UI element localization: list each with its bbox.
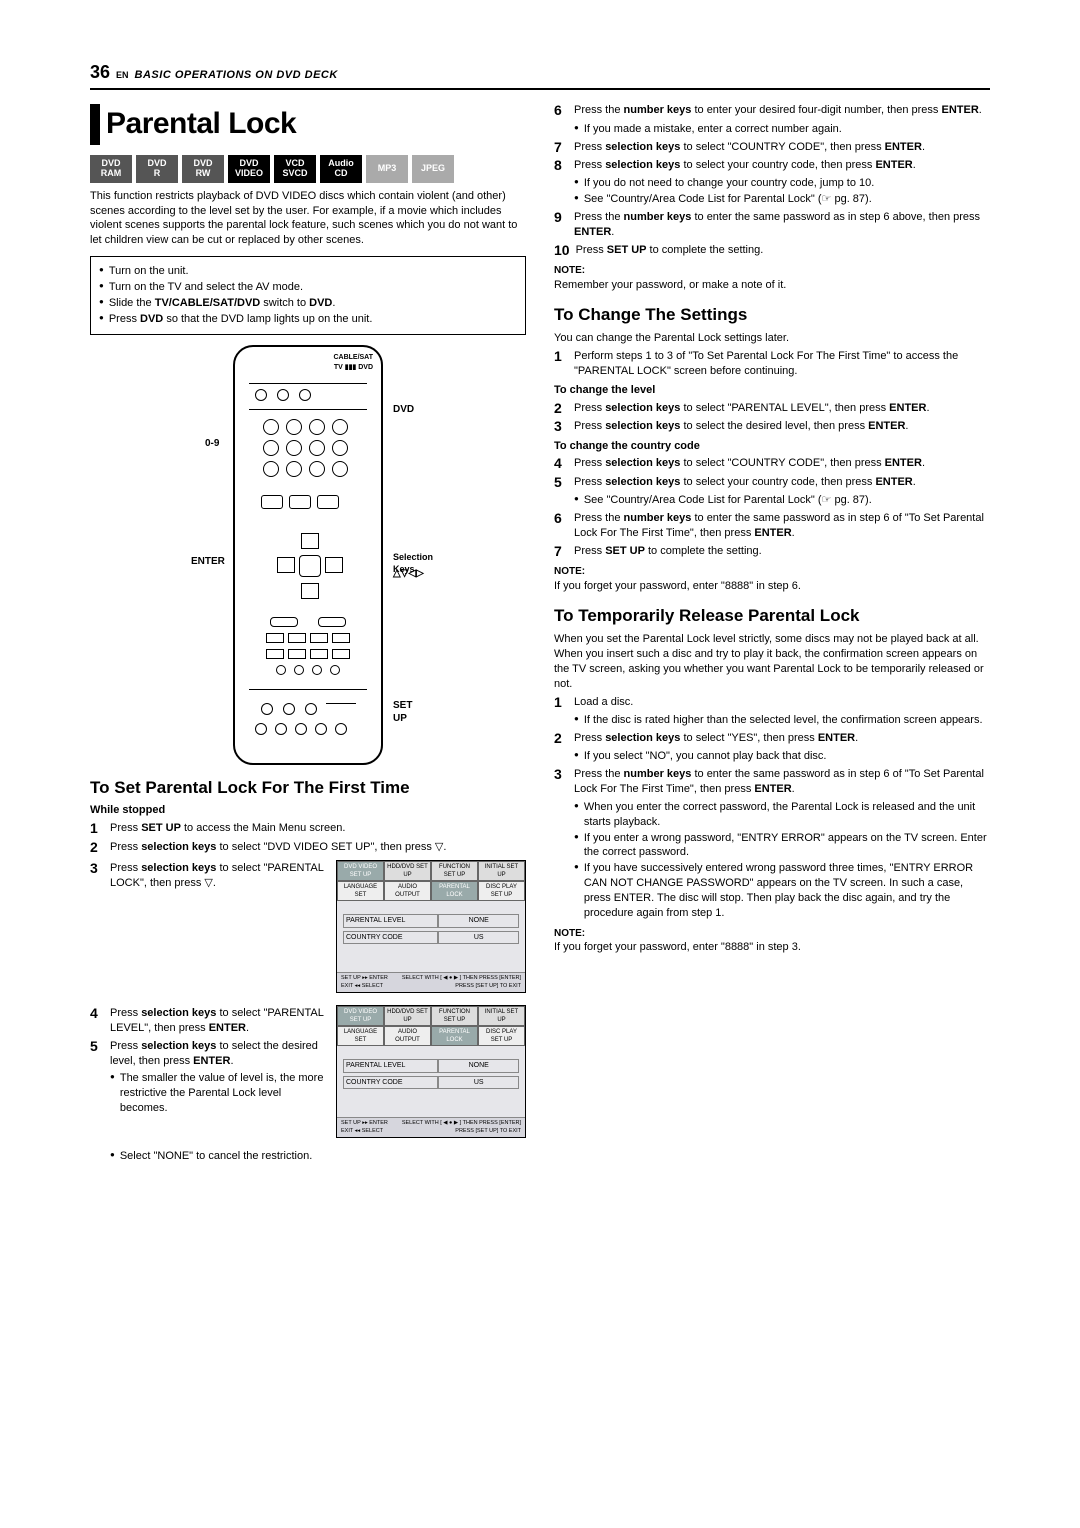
section2-title: To Change The Settings [554, 304, 990, 327]
step-1: Press SET UP to access the Main Menu scr… [110, 821, 526, 836]
cstep-5-note: See "Country/Area Code List for Parental… [574, 493, 990, 508]
step-9: Press the number keys to enter the same … [574, 210, 990, 240]
title-bar [90, 104, 100, 145]
format-badge: DVDRAM [90, 155, 132, 183]
page-number: 36 [90, 60, 110, 84]
tstep-1-note: If the disc is rated higher than the sel… [574, 713, 990, 728]
cstep-5: Press selection keys to select your coun… [574, 475, 990, 490]
note-heading-2: NOTE: [554, 565, 990, 579]
tstep-1-num: 1 [554, 695, 568, 710]
tstep-3-num: 3 [554, 767, 568, 782]
step-8: Press selection keys to select your coun… [574, 158, 990, 173]
left-column: Parental Lock DVDRAMDVDRDVDRWDVDVIDEOVCD… [90, 100, 526, 1165]
cstep-4: Press selection keys to select "COUNTRY … [574, 456, 990, 471]
step-3: Press selection keys to select "PARENTAL… [110, 861, 328, 891]
cstep-7-num: 7 [554, 544, 568, 559]
remote-label-arrows: △▽◁▷ [393, 567, 424, 581]
step-9-num: 9 [554, 210, 568, 225]
step-7-num: 7 [554, 140, 568, 155]
step-5: Press selection keys to select the desir… [110, 1039, 328, 1069]
prep-item: Turn on the TV and select the AV mode. [99, 280, 517, 295]
format-badge: DVDRW [182, 155, 224, 183]
step-6-note: If you made a mistake, enter a correct n… [574, 122, 990, 137]
menu-screenshot-2: DVD VIDEO SET UPHDD/DVD SET UPFUNCTION S… [336, 1005, 526, 1138]
tstep-2-note: If you select "NO", you cannot play back… [574, 749, 990, 764]
note-heading-3: NOTE: [554, 927, 990, 941]
intro-text: This function restricts playback of DVD … [90, 189, 526, 248]
step-2-num: 2 [90, 840, 104, 855]
format-badge: AudioCD [320, 155, 362, 183]
cstep-2: Press selection keys to select "PARENTAL… [574, 401, 990, 416]
menu-screenshot-1: DVD VIDEO SET UPHDD/DVD SET UPFUNCTION S… [336, 860, 526, 993]
step-8-note1: If you do not need to change your countr… [574, 176, 990, 191]
right-column: 6 Press the number keys to enter your de… [554, 100, 990, 1165]
section3-intro: When you set the Parental Lock level str… [554, 632, 990, 691]
remote-cable-label: CABLE/SAT [333, 353, 373, 362]
sub-change-country: To change the country code [554, 439, 990, 454]
step-4: Press selection keys to select "PARENTAL… [110, 1006, 328, 1036]
cstep-3-num: 3 [554, 419, 568, 434]
note-2: If you forget your password, enter "8888… [554, 579, 990, 594]
step-10-num: 10 [554, 243, 570, 258]
tstep-2-num: 2 [554, 731, 568, 746]
tstep-3-note1: When you enter the correct password, the… [574, 800, 990, 830]
sub-change-level: To change the level [554, 383, 990, 398]
format-badge: VCDSVCD [274, 155, 316, 183]
cstep-3: Press selection keys to select the desir… [574, 419, 990, 434]
step-5-num: 5 [90, 1039, 104, 1054]
prep-item: Turn on the unit. [99, 264, 517, 279]
cstep-4-num: 4 [554, 456, 568, 471]
step-8-note2: See "Country/Area Code List for Parental… [574, 192, 990, 207]
step-5-note2: Select "NONE" to cancel the restriction. [110, 1149, 526, 1164]
format-badge: DVDR [136, 155, 178, 183]
note-3: If you forget your password, enter "8888… [554, 940, 990, 955]
remote-label-dvd: DVD [393, 403, 414, 417]
page-section-title: BASIC OPERATIONS ON DVD DECK [135, 68, 338, 83]
step-1-num: 1 [90, 821, 104, 836]
remote-label-setup: SET UP [393, 699, 412, 726]
remote-label-numbers: 0-9 [205, 437, 219, 451]
step-5-note1: The smaller the value of level is, the m… [110, 1071, 328, 1116]
step-7: Press selection keys to select "COUNTRY … [574, 140, 990, 155]
prep-item: Press DVD so that the DVD lamp lights up… [99, 312, 517, 327]
step-6-num: 6 [554, 103, 568, 118]
note-1: Remember your password, or make a note o… [554, 278, 990, 293]
cstep-7: Press SET UP to complete the setting. [574, 544, 990, 559]
tstep-3: Press the number keys to enter the same … [574, 767, 990, 797]
tstep-3-note3: If you have successively entered wrong p… [574, 861, 990, 920]
section1-title: To Set Parental Lock For The First Time [90, 777, 526, 800]
step-10: Press SET UP to complete the setting. [576, 243, 990, 258]
step-4-num: 4 [90, 1006, 104, 1021]
note-heading-1: NOTE: [554, 264, 990, 278]
cstep-2-num: 2 [554, 401, 568, 416]
section2-intro: You can change the Parental Lock setting… [554, 331, 990, 346]
remote-tvdvd-label: TV ▮▮▮ DVD [334, 363, 373, 372]
page-title: Parental Lock [106, 104, 296, 145]
tstep-1: Load a disc. [574, 695, 990, 710]
format-badge: MP3 [366, 155, 408, 183]
cstep-5-num: 5 [554, 475, 568, 490]
cstep-6: Press the number keys to enter the same … [574, 511, 990, 541]
page-header: 36 EN BASIC OPERATIONS ON DVD DECK [90, 60, 990, 90]
prep-item: Slide the TV/CABLE/SAT/DVD switch to DVD… [99, 296, 517, 311]
step-8-num: 8 [554, 158, 568, 173]
cstep-6-num: 6 [554, 511, 568, 526]
remote-label-enter: ENTER [191, 555, 225, 569]
remote-illustration: CABLE/SAT TV ▮▮▮ DVD [233, 345, 383, 765]
cstep-1-num: 1 [554, 349, 568, 364]
step-3-num: 3 [90, 861, 104, 876]
step-6: Press the number keys to enter your desi… [574, 103, 990, 118]
section3-title: To Temporarily Release Parental Lock [554, 605, 990, 628]
cstep-1: Perform steps 1 to 3 of "To Set Parental… [574, 349, 990, 379]
format-badge: DVDVIDEO [228, 155, 270, 183]
tstep-3-note2: If you enter a wrong password, "ENTRY ER… [574, 831, 990, 861]
format-badges: DVDRAMDVDRDVDRWDVDVIDEOVCDSVCDAudioCDMP3… [90, 155, 526, 183]
step-2: Press selection keys to select "DVD VIDE… [110, 840, 526, 855]
page-lang: EN [116, 69, 129, 81]
section1-condition: While stopped [90, 803, 526, 818]
tstep-2: Press selection keys to select "YES", th… [574, 731, 990, 746]
format-badge: JPEG [412, 155, 454, 183]
prep-frame: Turn on the unit.Turn on the TV and sele… [90, 256, 526, 334]
